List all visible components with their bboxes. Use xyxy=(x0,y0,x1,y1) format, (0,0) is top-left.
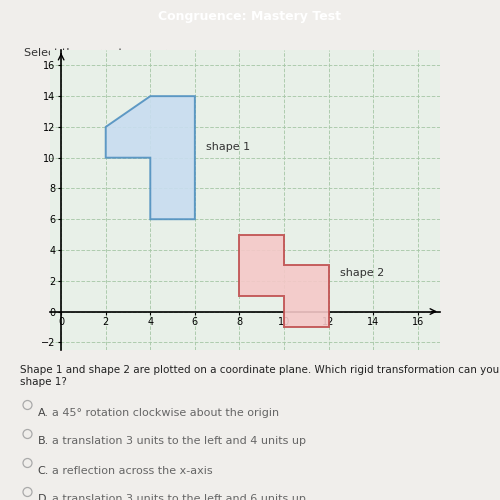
Text: Congruence: Mastery Test: Congruence: Mastery Test xyxy=(158,10,342,22)
Text: A.: A. xyxy=(38,408,48,418)
Text: a reflection across the x-axis: a reflection across the x-axis xyxy=(52,466,213,475)
Text: B.: B. xyxy=(38,436,49,446)
Text: D.: D. xyxy=(38,494,50,500)
Text: C.: C. xyxy=(38,466,49,475)
Text: shape 2: shape 2 xyxy=(340,268,384,278)
Polygon shape xyxy=(240,234,328,327)
Text: a translation 3 units to the left and 4 units up: a translation 3 units to the left and 4 … xyxy=(52,436,306,446)
Polygon shape xyxy=(106,96,195,219)
Text: a 45° rotation clockwise about the origin: a 45° rotation clockwise about the origi… xyxy=(52,408,280,418)
Text: Shape 1 and shape 2 are plotted on a coordinate plane. Which rigid transformatio: Shape 1 and shape 2 are plotted on a coo… xyxy=(20,365,500,386)
Text: Select the correct answer.: Select the correct answer. xyxy=(24,48,170,58)
Text: a translation 3 units to the left and 6 units up: a translation 3 units to the left and 6 … xyxy=(52,494,306,500)
Text: shape 1: shape 1 xyxy=(206,142,250,152)
